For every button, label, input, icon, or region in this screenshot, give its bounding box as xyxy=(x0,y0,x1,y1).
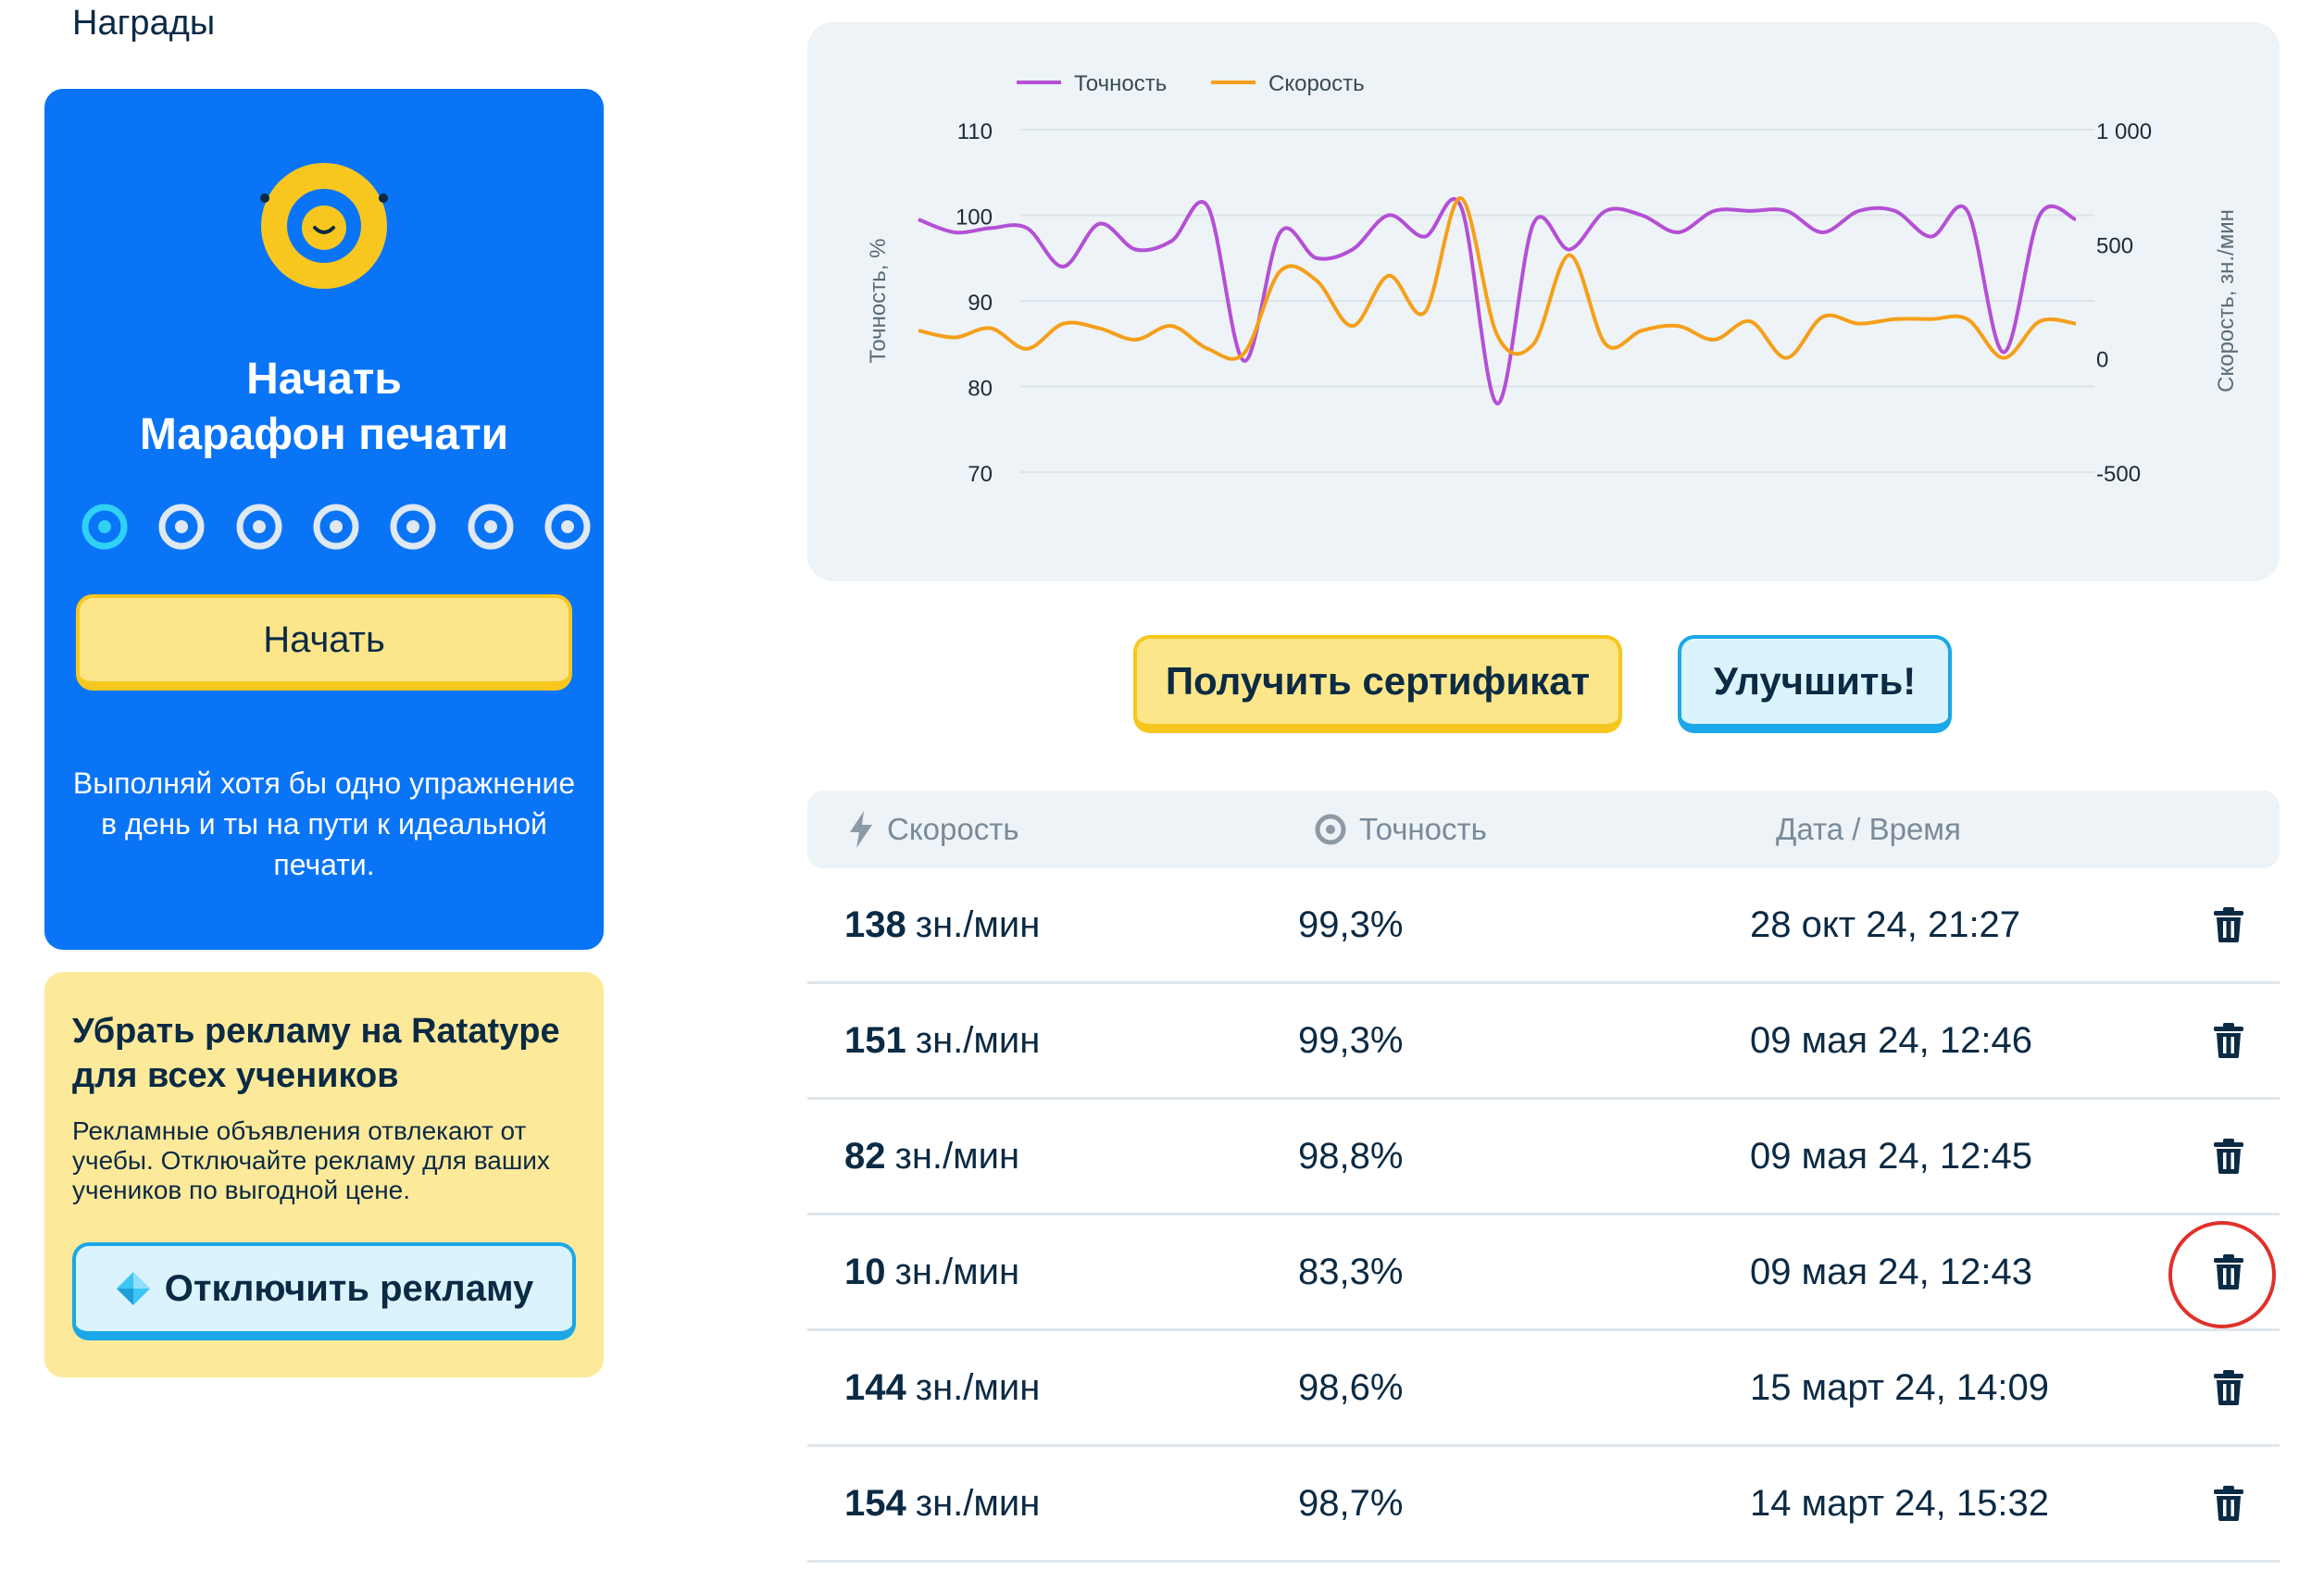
speed-series-line xyxy=(918,196,2077,361)
accuracy-cell: 98,8% xyxy=(1298,1135,1404,1177)
marathon-day-progress xyxy=(81,504,591,552)
trash-icon xyxy=(2214,1486,2243,1521)
start-marathon-button[interactable]: Начать xyxy=(76,594,572,691)
speed-value: 154 xyxy=(844,1482,906,1524)
trash-icon xyxy=(2214,907,2243,942)
speed-unit: зн./мин xyxy=(915,1366,1041,1408)
table-row: 151 зн./мин 99,3% 09 мая 24, 12:46 xyxy=(807,984,2280,1100)
day-target-icon xyxy=(390,504,436,550)
trash-icon xyxy=(2214,1023,2243,1058)
speed-value: 138 xyxy=(844,903,906,945)
day-target-icon xyxy=(313,504,359,550)
left-tick-label: 90 xyxy=(968,291,993,316)
disable-ads-button[interactable]: Отключить рекламу xyxy=(72,1242,576,1340)
speed-value: 82 xyxy=(844,1135,886,1177)
table-row: 138 зн./мин 99,3% 28 окт 24, 21:27 xyxy=(807,868,2280,984)
day-target-icon xyxy=(468,504,514,550)
stats-chart: 110 100 90 80 70 1 000 500 0 -500 Точность, % Скор… xyxy=(807,22,2280,581)
delete-result-button[interactable] xyxy=(2205,902,2252,948)
lightning-icon xyxy=(850,811,872,848)
speed-cell: 10 зн./мин xyxy=(844,1215,1019,1328)
table-row: 82 зн./мин 98,8% 09 мая 24, 12:45 xyxy=(807,1100,2280,1215)
accuracy-cell: 99,3% xyxy=(1298,1019,1404,1061)
legend-label: Точность xyxy=(1074,71,1167,96)
day-target-icon xyxy=(236,504,282,550)
datetime-column-header: Дата / Время xyxy=(1776,791,1961,868)
day-target-icon xyxy=(81,504,128,550)
awards-title: Награды xyxy=(72,4,216,43)
stats-chart-svg: 110 100 90 80 70 1 000 500 0 -500 Точность, % Скор… xyxy=(866,71,2239,487)
results-table-body: 138 зн./мин 99,3% 28 окт 24, 21:27 151 зн.… xyxy=(807,868,2280,1563)
speed-cell: 151 зн./мин xyxy=(844,984,1040,1097)
table-row: 10 зн./мин 83,3% 09 мая 24, 12:43 xyxy=(807,1215,2280,1331)
left-tick-label: 80 xyxy=(968,377,993,402)
delete-result-button[interactable] xyxy=(2205,1133,2252,1179)
day-target-icon xyxy=(544,504,591,550)
accuracy-cell: 98,6% xyxy=(1298,1366,1404,1408)
speed-value: 151 xyxy=(844,1019,906,1061)
delete-result-button[interactable] xyxy=(2205,1480,2252,1526)
remove-ads-card: Убрать рекламу на Ratatype для всех учен… xyxy=(44,972,604,1377)
smiling-coin-icon xyxy=(260,163,388,289)
legend-label: Скорость xyxy=(1268,71,1365,96)
improve-button[interactable]: Улучшить! xyxy=(1678,635,1952,733)
marathon-title: Начать Марафон печати xyxy=(44,352,604,463)
marathon-title-line1: Начать xyxy=(246,355,402,404)
accuracy-cell: 98,7% xyxy=(1298,1482,1404,1524)
table-row: 154 зн./мин 98,7% 14 март 24, 15:32 xyxy=(807,1447,2280,1563)
accuracy-header-label: Точность xyxy=(1359,812,1487,846)
right-tick-label: 0 xyxy=(2096,348,2108,373)
speed-value: 10 xyxy=(844,1251,886,1292)
datetime-cell: 28 окт 24, 21:27 xyxy=(1750,903,2021,945)
remove-ads-title: Убрать рекламу на Ratatype для всех учен… xyxy=(72,1012,560,1095)
delete-result-button[interactable] xyxy=(2205,1249,2252,1295)
datetime-header-label: Дата / Время xyxy=(1776,812,1961,846)
speed-unit: зн./мин xyxy=(915,1019,1041,1061)
speed-value: 144 xyxy=(844,1366,906,1408)
diamond-icon xyxy=(116,1272,150,1305)
speed-unit: зн./мин xyxy=(915,903,1041,945)
trash-icon xyxy=(2214,1139,2243,1174)
datetime-cell: 09 мая 24, 12:45 xyxy=(1750,1135,2032,1177)
delete-result-button[interactable] xyxy=(2205,1017,2252,1064)
day-target-icon xyxy=(158,504,205,550)
speed-unit: зн./мин xyxy=(915,1482,1041,1524)
marathon-title-line2: Марафон печати xyxy=(139,410,509,459)
speed-header-label: Скорость xyxy=(887,812,1019,846)
trash-icon xyxy=(2214,1370,2243,1405)
accuracy-cell: 99,3% xyxy=(1298,903,1404,945)
right-axis-title: Скорость, зн./мин xyxy=(2214,209,2239,392)
get-certificate-button[interactable]: Получить сертификат xyxy=(1133,635,1622,733)
left-tick-label: 110 xyxy=(957,119,993,144)
speed-cell: 154 зн./мин xyxy=(844,1447,1040,1560)
accuracy-series-line xyxy=(918,196,2077,406)
datetime-cell: 09 мая 24, 12:46 xyxy=(1750,1019,2032,1061)
table-row: 144 зн./мин 98,6% 15 март 24, 14:09 xyxy=(807,1331,2280,1447)
datetime-cell: 14 март 24, 15:32 xyxy=(1750,1482,2049,1524)
accuracy-cell: 83,3% xyxy=(1298,1251,1404,1292)
left-axis-title: Точность, % xyxy=(866,239,891,364)
datetime-cell: 15 март 24, 14:09 xyxy=(1750,1366,2049,1408)
right-tick-label: 1 000 xyxy=(2096,119,2152,144)
speed-cell: 82 зн./мин xyxy=(844,1100,1019,1213)
remove-ads-description: Рекламные объявления отвлекают от учебы.… xyxy=(72,1116,550,1204)
right-tick-label: -500 xyxy=(2096,462,2141,487)
delete-result-button[interactable] xyxy=(2205,1364,2252,1411)
results-table-header: Скорость Точность Дата / Время xyxy=(807,791,2280,868)
speed-cell: 144 зн./мин xyxy=(844,1331,1040,1444)
target-icon xyxy=(1315,814,1346,845)
speed-unit: зн./мин xyxy=(894,1135,1020,1177)
left-tick-label: 100 xyxy=(956,206,993,231)
datetime-cell: 09 мая 24, 12:43 xyxy=(1750,1251,2032,1292)
trash-icon xyxy=(2214,1254,2243,1290)
accuracy-column-header: Точность xyxy=(1315,791,1487,868)
disable-ads-label: Отключить рекламу xyxy=(164,1267,534,1309)
marathon-card: Начать Марафон печати Начать Выполняй хо… xyxy=(44,89,604,950)
speed-cell: 138 зн./мин xyxy=(844,868,1040,981)
right-tick-label: 500 xyxy=(2096,233,2133,258)
marathon-description: Выполняй хотя бы одно упражнение в день … xyxy=(72,766,576,881)
speed-unit: зн./мин xyxy=(894,1251,1020,1292)
left-tick-label: 70 xyxy=(968,462,993,487)
speed-column-header: Скорость xyxy=(848,791,1019,868)
